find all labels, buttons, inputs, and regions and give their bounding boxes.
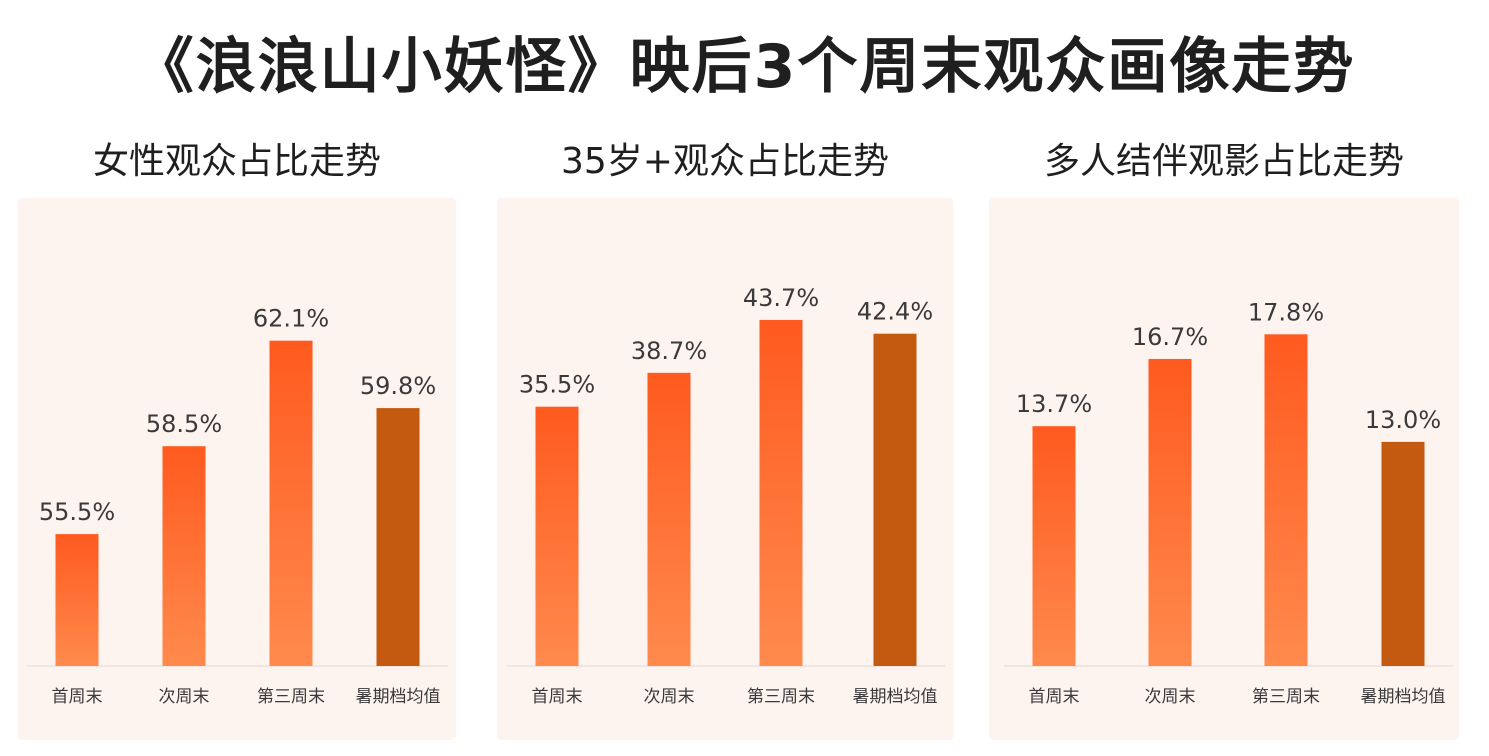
category-label-age35-1: 首周末	[532, 687, 583, 707]
category-label-group-4: 暑期档均值	[1361, 687, 1446, 707]
data-label-female-1: 55.5%	[39, 498, 115, 526]
data-label-female-3: 62.1%	[253, 305, 329, 333]
bar-age35-4	[873, 333, 917, 666]
data-label-age35-3: 43.7%	[743, 284, 819, 312]
category-label-female-2: 次周末	[159, 687, 210, 707]
category-label-age35-2: 次周末	[644, 687, 695, 707]
bar-female-3	[269, 340, 313, 666]
data-label-age35-1: 35.5%	[519, 371, 595, 399]
category-label-group-2: 次周末	[1145, 687, 1196, 707]
data-label-group-4: 13.0%	[1365, 406, 1441, 434]
chart-title-group: 多人结伴观影占比走势	[1043, 141, 1404, 182]
data-label-group-2: 16.7%	[1132, 323, 1208, 351]
category-label-group-1: 首周末	[1029, 687, 1080, 707]
bar-group-3	[1264, 334, 1308, 666]
bar-group-2	[1148, 358, 1192, 666]
bar-age35-2	[647, 372, 691, 666]
data-label-group-1: 13.7%	[1016, 390, 1092, 418]
bar-female-2	[162, 446, 206, 666]
category-label-age35-4: 暑期档均值	[853, 687, 938, 707]
bar-age35-3	[759, 319, 803, 666]
data-label-female-4: 59.8%	[360, 372, 436, 400]
chart-title-female: 女性观众占比走势	[92, 141, 381, 182]
data-label-female-2: 58.5%	[146, 410, 222, 438]
category-label-female-4: 暑期档均值	[356, 687, 441, 707]
category-label-female-3: 第三周末	[257, 687, 325, 707]
main-title: 《浪浪山小妖怪》映后3个周末观众画像走势	[133, 32, 1356, 102]
category-label-group-3: 第三周末	[1252, 687, 1320, 707]
category-label-age35-3: 第三周末	[747, 687, 815, 707]
data-label-age35-4: 42.4%	[857, 298, 933, 326]
bar-female-1	[55, 534, 99, 666]
data-label-age35-2: 38.7%	[631, 337, 707, 365]
bar-group-1	[1032, 426, 1076, 666]
bar-age35-1	[535, 406, 579, 666]
bar-group-4	[1381, 441, 1425, 666]
bar-female-4	[376, 408, 420, 666]
chart-title-age35: 35岁+观众占比走势	[561, 141, 889, 182]
category-label-female-1: 首周末	[52, 687, 103, 707]
data-label-group-3: 17.8%	[1248, 298, 1324, 326]
